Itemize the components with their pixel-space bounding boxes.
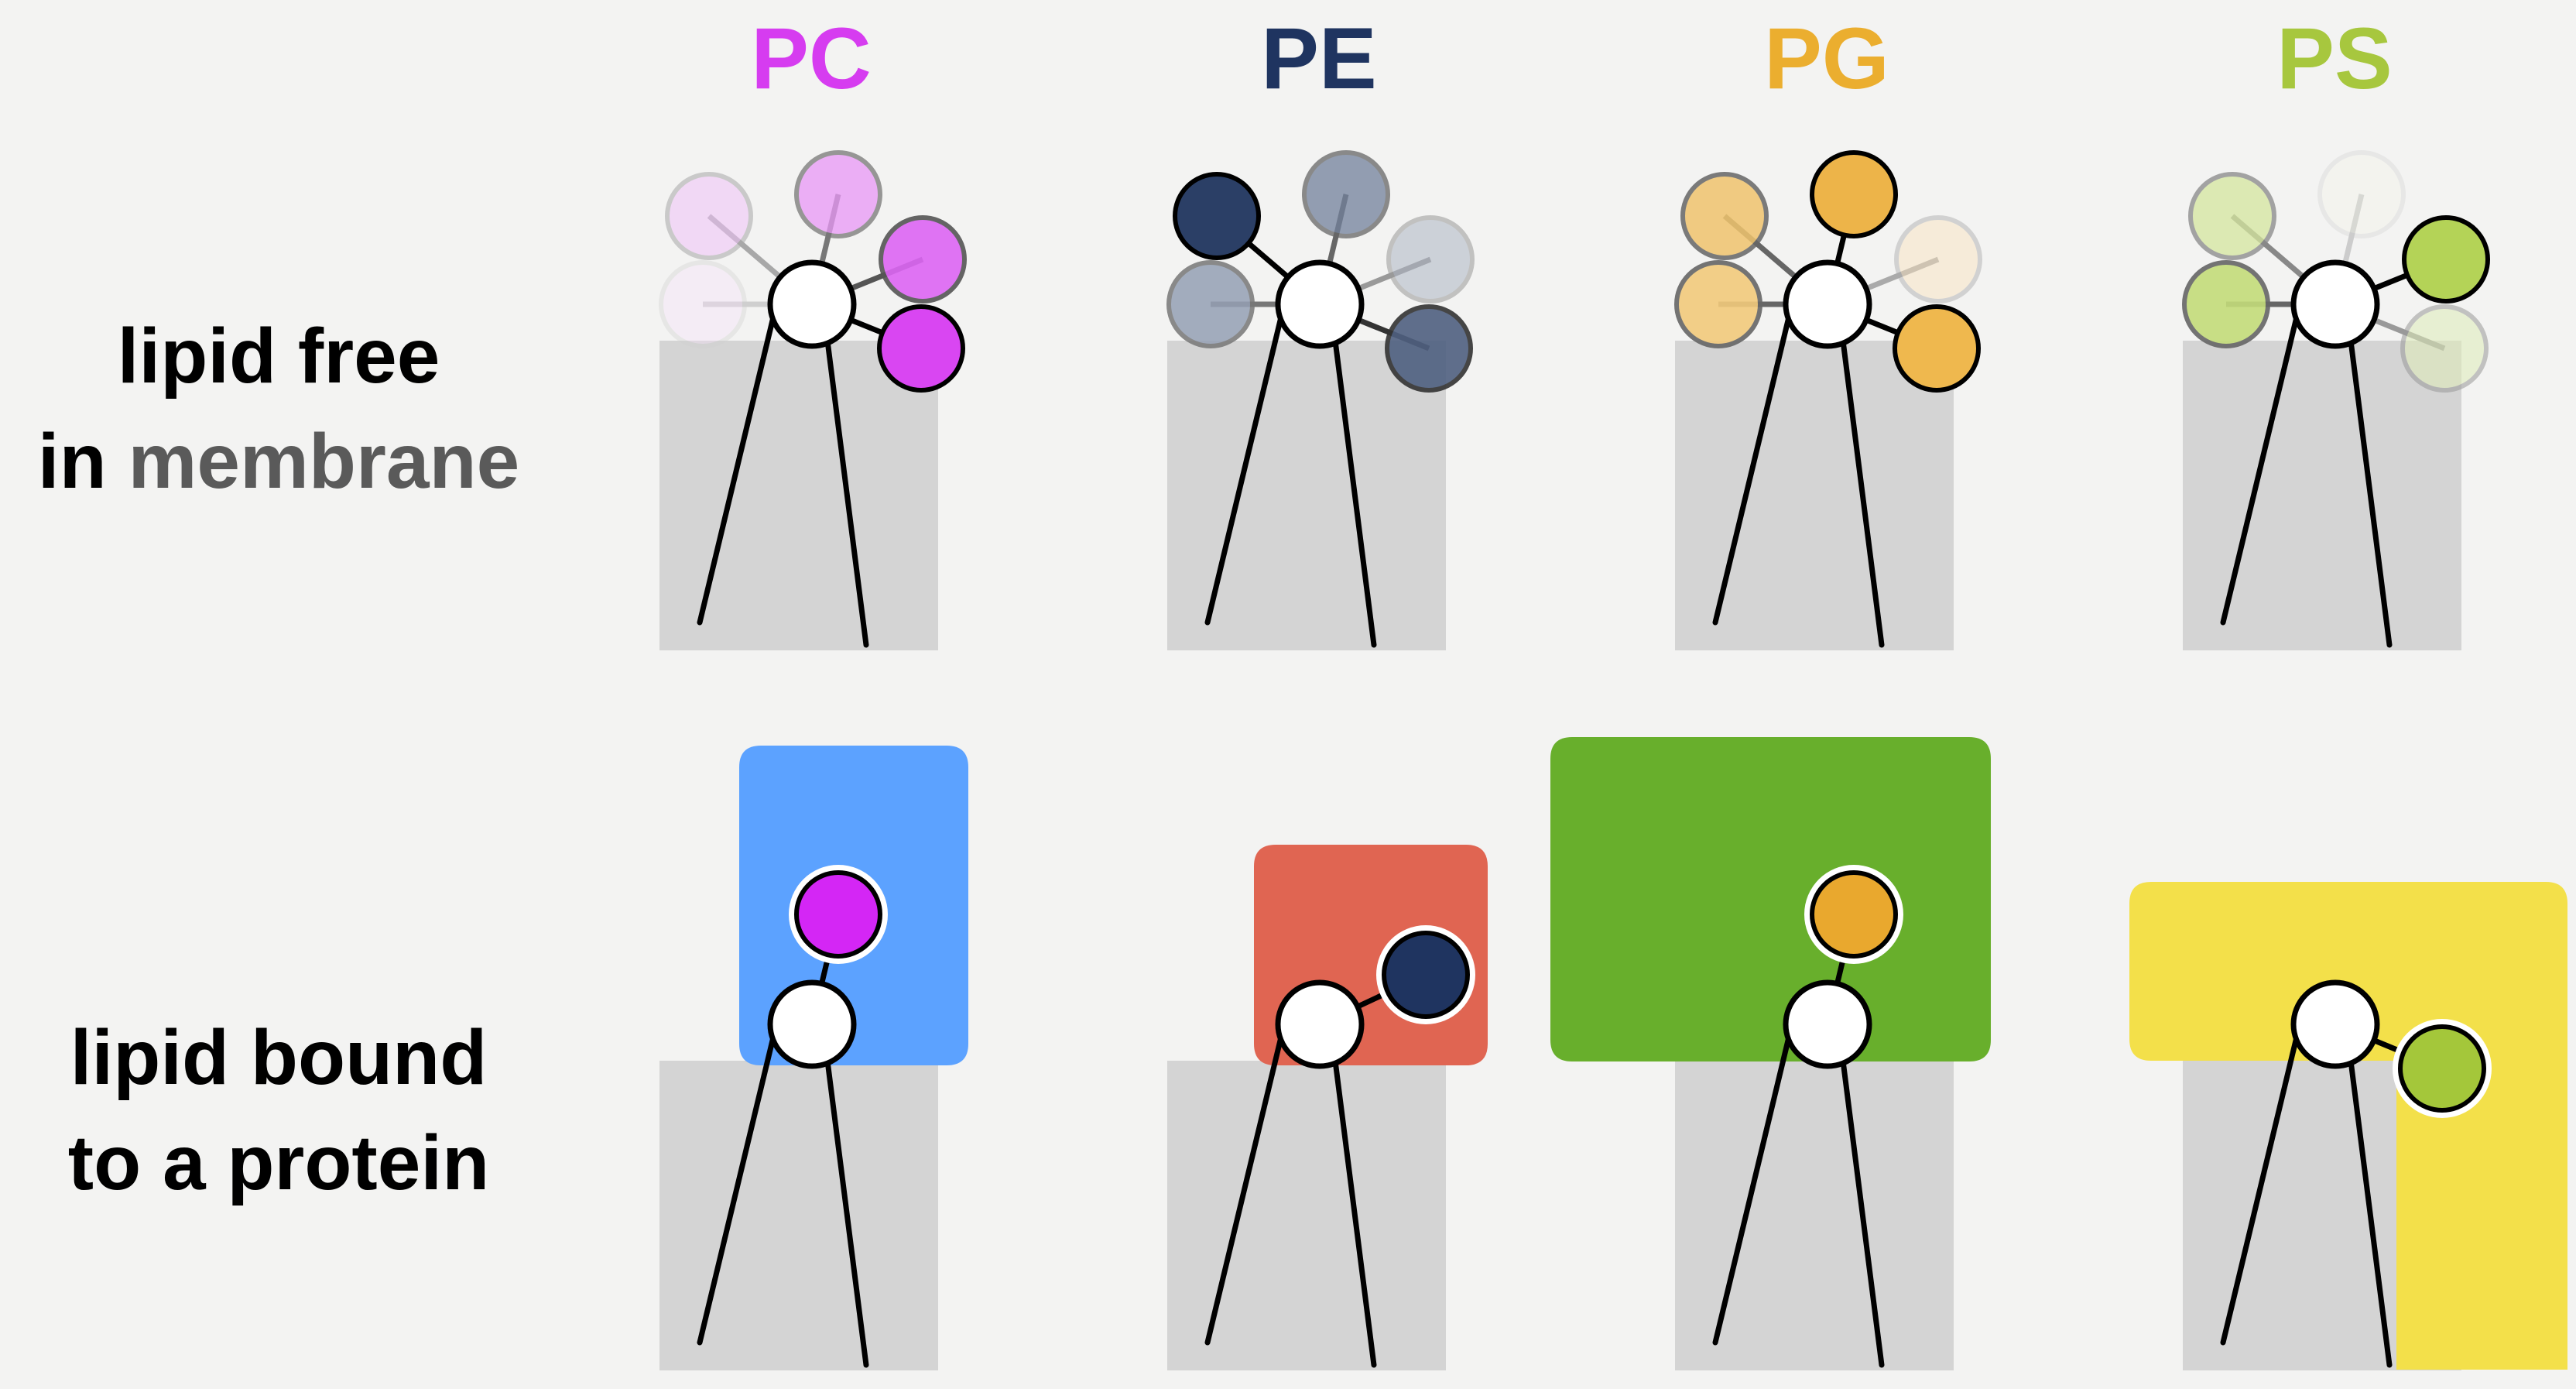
row-label-bound: lipid bound to a protein: [0, 1005, 557, 1216]
headgroup-circle-free-ps-1: [2182, 260, 2270, 348]
lipid-tail-free-pc-2: [820, 301, 869, 648]
lipid-tail-free-pg-2: [1835, 301, 1885, 648]
lipid-figure-bound-pc: [697, 865, 888, 1368]
headgroup-circle-free-pc-4: [879, 215, 967, 304]
headgroup-circle-bound-ps-1: [2398, 1024, 2486, 1113]
row-label-free: lipid free in membrane: [0, 304, 557, 514]
glycerol-backbone-free-pe: [1275, 259, 1365, 349]
lipid-figure-free-pe: [1166, 150, 1475, 648]
headgroup-circle-free-ps-2: [2188, 172, 2276, 260]
lipid-figure-bound-ps: [2220, 979, 2492, 1368]
row-label-bound-line1: lipid bound: [70, 1014, 488, 1101]
lipid-tail-bound-ps-1: [2220, 1021, 2303, 1346]
glycerol-backbone-free-ps: [2290, 259, 2380, 349]
lipid-tail-free-pc-1: [697, 301, 779, 626]
headgroup-circle-free-pe-5: [1385, 304, 1473, 393]
protein-ps: [2129, 882, 2567, 1370]
lipid-header-ps: PS: [2276, 10, 2393, 107]
headgroup-circle-free-ps-3: [2317, 150, 2406, 238]
headgroup-circle-free-pc-5: [877, 304, 965, 393]
membrane-block-bound-pe: [1167, 1061, 1446, 1370]
lipid-tail-free-pg-1: [1712, 301, 1795, 626]
lipid-tail-bound-pg-2: [1835, 1021, 1885, 1368]
headgroup-circle-free-pg-5: [1893, 304, 1981, 393]
lipid-figure-free-pc: [659, 150, 967, 648]
membrane-row-free: [659, 341, 2461, 650]
membrane-block-free-ps: [2183, 341, 2461, 650]
glycerol-backbone-bound-pe: [1275, 979, 1365, 1069]
lipid-tail-free-pe-1: [1204, 301, 1287, 626]
lipid-figure-free-ps: [2182, 150, 2490, 648]
lipid-tail-bound-ps-2: [2343, 1021, 2393, 1368]
headgroup-circle-free-pc-1: [659, 260, 747, 348]
lipid-tail-bound-pg-1: [1712, 1021, 1795, 1346]
lipid-tail-bound-pe-2: [1327, 1021, 1377, 1368]
headgroup-circle-bound-pe-1: [1382, 931, 1470, 1019]
membrane-block-free-pg: [1675, 341, 1954, 650]
lipid-tail-free-ps-2: [2343, 301, 2393, 648]
headgroup-circle-free-pe-2: [1173, 172, 1261, 260]
membrane-block-bound-pc: [659, 1061, 938, 1370]
lipid-header-pe: PE: [1261, 10, 1377, 107]
headgroup-circle-free-pc-2: [665, 172, 753, 260]
lipid-tail-free-pe-2: [1327, 301, 1377, 648]
membrane-row-bound: [659, 1061, 2461, 1370]
row-label-free-line1: lipid free: [117, 313, 440, 400]
headgroup-circle-free-pg-1: [1674, 260, 1762, 348]
glycerol-backbone-bound-pc: [767, 979, 857, 1069]
headgroup-circle-free-pg-3: [1810, 150, 1898, 238]
membrane-block-free-pc: [659, 341, 938, 650]
headgroup-circle-free-pc-3: [794, 150, 882, 238]
row-label-bound-line2: to a protein: [67, 1120, 490, 1206]
row-label-membrane-word: membrane: [128, 418, 520, 505]
lipid-figure-bound-pg: [1712, 865, 1903, 1368]
lipid-tail-bound-pe-1: [1204, 1021, 1287, 1346]
headgroup-circle-free-pe-3: [1302, 150, 1390, 238]
headgroup-circle-free-pe-1: [1166, 260, 1255, 348]
lipid-header-pg: PG: [1764, 10, 1889, 107]
lipid-tail-free-ps-1: [2220, 301, 2303, 626]
protein-pg: [1550, 737, 1991, 1061]
lipid-tail-bound-pc-1: [697, 1021, 779, 1346]
glycerol-backbone-bound-pg: [1783, 979, 1872, 1069]
lipid-figure-bound-pe: [1204, 925, 1475, 1368]
headgroup-circle-bound-pg-1: [1810, 870, 1898, 959]
lipid-header-pc: PC: [751, 10, 872, 107]
membrane-block-bound-pg: [1675, 1061, 1954, 1370]
row-label-free-line2: in membrane: [0, 409, 557, 514]
lipid-tail-bound-pc-2: [820, 1021, 869, 1368]
headgroup-circle-free-ps-4: [2402, 215, 2490, 304]
lipid-figure-free-pg: [1674, 150, 1982, 648]
headgroup-circle-bound-pc-1: [794, 870, 882, 959]
glycerol-backbone-free-pg: [1783, 259, 1872, 349]
membrane-block-free-pe: [1167, 341, 1446, 650]
headgroup-circle-free-pg-4: [1894, 215, 1982, 304]
glycerol-backbone-bound-ps: [2290, 979, 2380, 1069]
lipid-figures: [659, 150, 2492, 1368]
headgroup-circle-free-pe-4: [1386, 215, 1475, 304]
headgroup-circle-free-ps-5: [2400, 304, 2489, 393]
row-label-free-prefix: in: [37, 418, 128, 505]
glycerol-backbone-free-pc: [767, 259, 857, 349]
headgroup-circle-free-pg-2: [1680, 172, 1769, 260]
